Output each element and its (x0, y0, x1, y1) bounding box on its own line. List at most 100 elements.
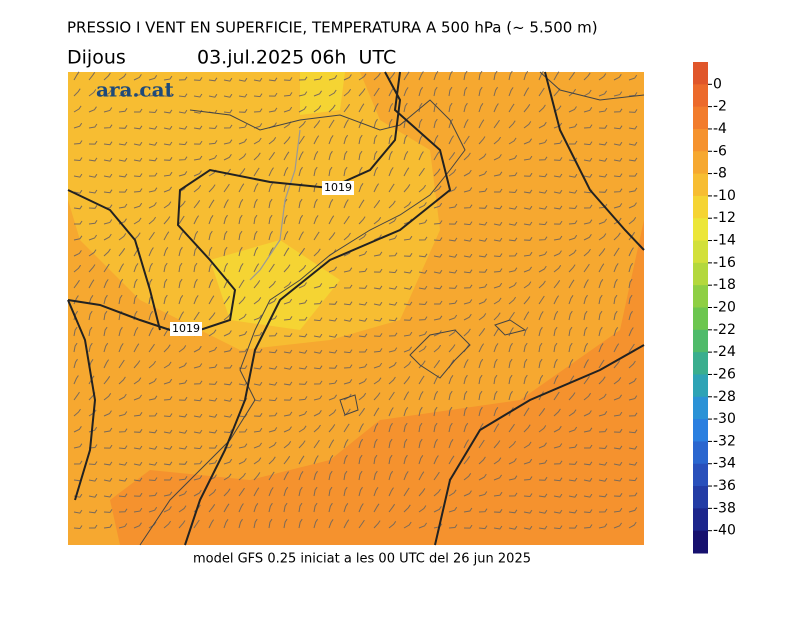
wind-barb (178, 231, 184, 241)
wind-barb (208, 519, 215, 529)
wind-barb (433, 220, 443, 225)
wind-barb (583, 509, 593, 514)
wind-barb (88, 157, 98, 162)
wind-barb (223, 154, 232, 161)
wind-barb (583, 141, 593, 146)
label-box (170, 322, 202, 336)
wind-barb (373, 454, 378, 465)
wind-barb (283, 316, 293, 321)
wind-barb (163, 201, 172, 209)
wind-barb (508, 423, 515, 433)
wind-barb (508, 155, 518, 161)
wind-barb (193, 413, 203, 418)
wind-barb (613, 263, 619, 273)
wind-barb (613, 188, 623, 193)
wind-barb (628, 157, 638, 162)
wind-barb (583, 427, 593, 433)
wind-barb (73, 140, 83, 145)
wind-barb (583, 310, 588, 321)
wind-barb (388, 470, 394, 481)
wind-barb (388, 301, 398, 306)
wind-barb (598, 218, 608, 225)
wind-barb (163, 294, 168, 305)
wind-barb (448, 390, 453, 401)
wind-barb (388, 150, 393, 161)
wind-barb (508, 103, 515, 113)
wind-barb (583, 157, 593, 162)
wind-barb (268, 427, 278, 433)
wind-barb (178, 295, 184, 305)
wind-barb (403, 285, 413, 290)
wind-barb (583, 107, 593, 113)
wind-barb (508, 358, 513, 369)
wind-barb (418, 202, 427, 209)
colorbar-label: -40 (713, 523, 736, 539)
wind-barb (133, 522, 142, 529)
wind-barb (133, 429, 143, 433)
wind-barb (298, 76, 308, 81)
wind-barb (538, 280, 546, 289)
wind-barb (388, 391, 395, 401)
wind-barb (598, 477, 608, 482)
wind-barb (598, 124, 608, 129)
wind-barb (508, 296, 517, 305)
wind-barb (403, 438, 408, 449)
wind-barb (298, 471, 304, 481)
wind-barb (88, 342, 93, 353)
wind-barb (613, 203, 623, 209)
wind-barb (433, 202, 443, 209)
wind-barb (388, 200, 396, 209)
wind-barb (403, 87, 409, 97)
wind-barb (434, 300, 443, 305)
wind-barb (568, 295, 574, 305)
wind-barb (583, 359, 589, 369)
wind-barb (403, 407, 409, 417)
wind-barb (88, 310, 93, 321)
wind-barb (463, 374, 468, 385)
wind-barb (388, 167, 394, 177)
wind-barb (553, 342, 558, 353)
wind-barb (223, 109, 233, 114)
colorbar-label: -16 (713, 255, 736, 271)
wind-barb (328, 470, 333, 481)
wind-barb (418, 167, 425, 177)
wind-barb (193, 519, 200, 529)
wind-barb (463, 313, 472, 321)
colorbar-band (693, 307, 708, 331)
wind-barb (88, 509, 98, 514)
wind-barb (148, 125, 158, 130)
wind-barb (268, 247, 274, 257)
temp-area (68, 72, 440, 350)
wind-barb (358, 103, 365, 113)
wind-barb (328, 166, 333, 177)
wind-barb (343, 349, 353, 354)
wind-barb (628, 231, 636, 241)
wind-barb (598, 326, 603, 337)
wind-barb (148, 461, 158, 466)
wind-barb (118, 157, 128, 162)
colorbar-label: -10 (713, 188, 736, 204)
wind-barb (508, 252, 518, 257)
wind-barb (313, 365, 323, 370)
wind-barb (613, 522, 623, 529)
wind-barb (478, 283, 488, 289)
wind-barb (598, 90, 608, 97)
wind-barb (388, 118, 393, 129)
wind-barb (133, 294, 138, 305)
wind-barb (178, 520, 186, 529)
wind-barb (388, 134, 393, 145)
wind-barb (478, 103, 484, 113)
wind-barb (238, 123, 248, 129)
wind-barb (583, 124, 593, 129)
wind-barb (103, 461, 113, 466)
wind-barb (508, 390, 513, 401)
wind-barb (493, 70, 498, 81)
wind-barb (88, 205, 98, 209)
wind-barb (148, 247, 154, 257)
wind-barb (613, 377, 622, 385)
wind-barb (598, 233, 607, 241)
wind-barb (208, 262, 213, 273)
wind-barb (448, 70, 453, 81)
wind-barb (208, 444, 218, 449)
wind-barb (88, 326, 93, 337)
